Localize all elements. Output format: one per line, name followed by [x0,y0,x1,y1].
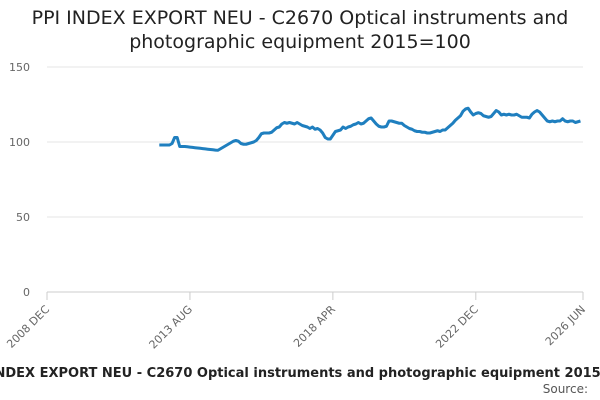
x-tick-label: 2008 DEC [4,303,52,351]
x-tick-label: 2026 JUN [543,303,588,348]
y-tick-label: 0 [23,286,30,299]
y-tick-label: 150 [9,61,30,74]
source: Source: [543,382,588,396]
x-tick-label: 2018 APR [291,303,338,350]
chart-title: PPI INDEX EXPORT NEU - C2670 Optical ins… [31,7,569,53]
x-tick-label: 2022 DEC [433,303,481,351]
data-line [159,106,581,152]
caption: PPI INDEX EXPORT NEU - C2670 Optical ins… [0,366,600,381]
x-tick-label: 2013 AUG [147,303,196,352]
y-tick-label: 100 [9,136,30,149]
y-tick-label: 50 [16,211,30,224]
